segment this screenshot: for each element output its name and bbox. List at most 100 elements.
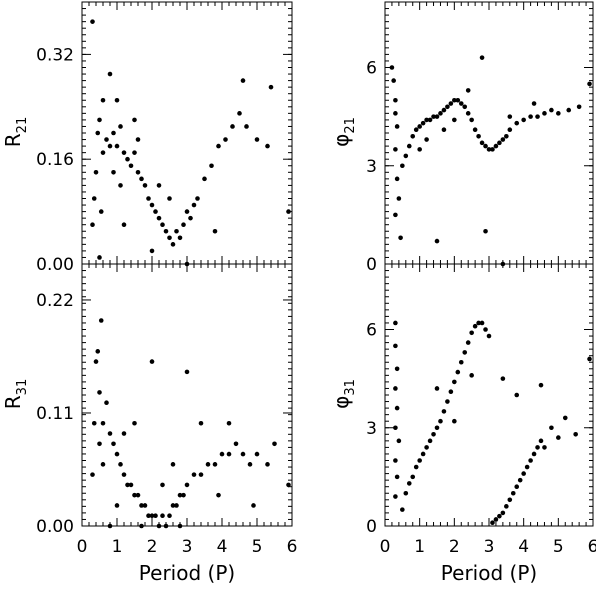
data-point — [146, 196, 151, 201]
data-point — [398, 235, 403, 241]
data-point — [286, 482, 291, 488]
y-axis-label: R21 — [1, 117, 30, 147]
data-point — [424, 445, 429, 450]
data-point — [497, 513, 502, 519]
data-point — [125, 482, 130, 488]
x-tick-label: 0 — [380, 537, 391, 557]
panel-phi31: 0 3 6 0 1 2 3 4 5 6 Period (P) φ31 — [329, 263, 596, 585]
data-point — [118, 183, 123, 188]
data-point — [114, 451, 120, 457]
data-point — [587, 356, 592, 362]
data-point — [514, 120, 520, 126]
data-point — [97, 117, 102, 123]
data-point — [135, 492, 141, 498]
data-point — [240, 451, 246, 457]
data-point — [514, 484, 520, 490]
data-point — [118, 462, 123, 467]
data-point — [160, 513, 165, 519]
x-tick-label: 6 — [588, 537, 596, 557]
data-point — [410, 474, 416, 480]
x-tick-label: 1 — [112, 537, 123, 557]
data-point — [535, 445, 540, 450]
data-point — [507, 127, 513, 133]
data-point — [111, 130, 116, 136]
data-point — [174, 228, 179, 234]
data-point — [135, 137, 141, 142]
data-point — [98, 318, 104, 323]
data-point — [403, 490, 409, 496]
data-point — [149, 248, 155, 254]
data-point — [517, 477, 523, 483]
data-point — [184, 482, 190, 488]
data-point — [142, 503, 148, 508]
data-point — [156, 215, 162, 221]
data-point — [462, 350, 468, 355]
data-point — [394, 366, 400, 372]
data-point — [486, 333, 492, 339]
data-point — [100, 150, 106, 155]
data-point — [216, 143, 221, 149]
data-point — [393, 97, 398, 103]
x-tick-label: 4 — [217, 537, 228, 557]
data-point — [93, 170, 99, 175]
data-point — [104, 137, 109, 142]
data-point — [184, 209, 190, 214]
data-point — [393, 458, 398, 463]
y-axis-label: φ31 — [329, 379, 358, 409]
data-point — [514, 392, 520, 398]
data-point — [493, 517, 499, 522]
data-point — [441, 107, 447, 113]
data-point — [417, 124, 422, 129]
data-point — [434, 425, 440, 431]
data-point — [458, 359, 464, 365]
plot-frame — [384, 263, 594, 527]
data-point — [121, 431, 127, 436]
data-point — [177, 492, 183, 498]
data-point — [528, 458, 533, 463]
data-point — [394, 405, 400, 411]
y-tick-label: 6 — [366, 59, 377, 79]
data-point — [132, 117, 137, 123]
data-point — [160, 482, 165, 488]
data-point — [538, 382, 544, 388]
data-point — [95, 130, 101, 136]
data-point — [445, 399, 450, 404]
data-point — [160, 222, 165, 227]
data-point — [427, 117, 433, 123]
y-tick-label: 0.22 — [36, 291, 74, 311]
data-point — [452, 117, 457, 123]
data-point — [254, 137, 260, 142]
data-point — [95, 349, 101, 354]
data-point — [441, 127, 447, 133]
data-point — [100, 462, 106, 467]
data-point — [177, 235, 183, 241]
y-tick-label: 0 — [366, 517, 377, 537]
data-point — [542, 111, 547, 116]
y-tick-label: 3 — [366, 419, 377, 439]
data-point — [244, 124, 249, 129]
data-point — [146, 513, 151, 519]
data-point — [448, 101, 454, 106]
data-point — [177, 523, 183, 529]
x-axis-label: Period (P) — [139, 561, 235, 585]
data-point — [413, 127, 419, 133]
data-point — [216, 492, 221, 498]
data-point — [427, 438, 433, 444]
data-point — [549, 107, 554, 113]
data-point — [396, 438, 402, 444]
data-point — [400, 507, 405, 512]
y-axis-label-subscript: 21 — [15, 117, 30, 134]
data-point — [167, 513, 172, 519]
data-point — [107, 71, 113, 77]
data-point — [111, 170, 116, 175]
data-point — [149, 513, 155, 519]
y-tick-label: 0.00 — [36, 517, 74, 537]
data-point — [226, 451, 232, 457]
data-point — [472, 323, 478, 329]
data-point — [254, 451, 260, 457]
y-axis-label: R31 — [1, 379, 30, 409]
data-point — [132, 150, 137, 155]
data-point — [202, 176, 207, 182]
data-point — [268, 84, 274, 90]
